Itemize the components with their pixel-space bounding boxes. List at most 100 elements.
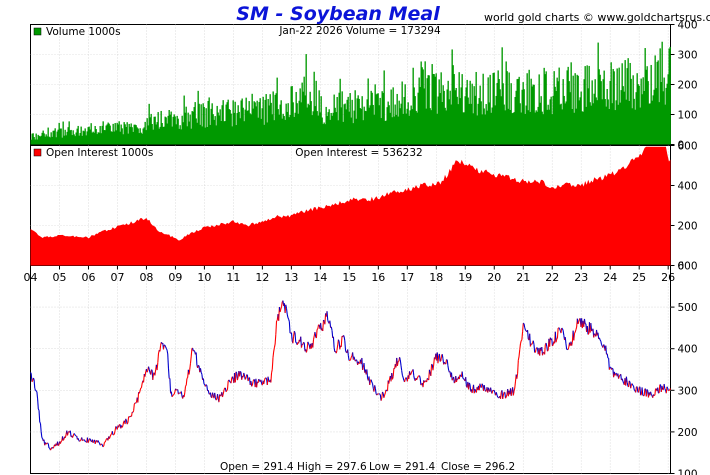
volume-bar — [221, 105, 223, 145]
price-segment — [402, 377, 405, 381]
price-segment — [431, 363, 433, 366]
price-segment — [628, 380, 631, 383]
volume-bar — [318, 90, 320, 145]
open-interest-legend-label: Open Interest 1000s — [46, 147, 153, 159]
volume-bar — [194, 102, 196, 145]
price-segment — [175, 388, 177, 391]
volume-bar — [225, 104, 227, 145]
volume-bar — [435, 73, 437, 145]
volume-bar — [300, 102, 302, 145]
volume-bar — [259, 98, 261, 145]
volume-bar — [629, 62, 631, 145]
price-segment — [184, 386, 187, 393]
volume-bar — [407, 102, 409, 145]
volume-bar — [188, 121, 190, 145]
volume-bar — [587, 88, 589, 145]
volume-bar — [326, 116, 328, 145]
price-segment — [103, 442, 105, 447]
volume-bar — [72, 130, 74, 145]
volume-bar — [381, 91, 383, 145]
volume-bar — [178, 128, 180, 145]
volume-bar — [607, 99, 609, 145]
price-segment — [531, 342, 534, 345]
volume-bar — [574, 73, 576, 145]
price-segment — [574, 331, 576, 334]
volume-bar — [428, 75, 430, 145]
price-segment — [342, 335, 345, 337]
price-segment — [404, 379, 406, 383]
volume-bar — [528, 69, 530, 145]
volume-bar — [399, 108, 401, 145]
volume-bar — [134, 124, 136, 145]
volume-bar — [471, 83, 473, 145]
volume-bar — [369, 105, 371, 145]
price-segment — [71, 435, 74, 438]
price-segment — [306, 341, 309, 350]
price-segment — [133, 402, 136, 405]
volume-bar — [327, 112, 329, 145]
price-segment — [199, 368, 202, 373]
price-segment — [183, 392, 186, 398]
price-segment — [527, 330, 529, 340]
volume-bar — [660, 82, 662, 145]
price-segment — [332, 336, 335, 348]
volume-bar — [420, 61, 422, 145]
volume-bar — [484, 114, 486, 145]
volume-bar — [564, 103, 566, 145]
volume-bar — [248, 101, 250, 145]
price-segment — [185, 378, 188, 386]
price-segment — [236, 376, 239, 381]
volume-bar — [209, 124, 211, 145]
volume-bar — [646, 66, 648, 145]
volume-bar — [53, 130, 55, 145]
price-segment — [465, 377, 467, 386]
volume-bar — [668, 48, 670, 145]
volume-bar — [213, 119, 215, 145]
volume-bar — [423, 88, 425, 145]
volume-bar — [241, 98, 243, 145]
volume-bar — [149, 117, 151, 145]
volume-bar — [61, 137, 63, 145]
volume-bar — [663, 77, 665, 145]
volume-bar — [274, 94, 276, 145]
price-segment — [519, 340, 522, 344]
price-segment — [430, 364, 433, 376]
price-segment — [300, 344, 303, 348]
volume-bar — [80, 126, 82, 145]
y-tick-label: 0 — [678, 261, 685, 273]
volume-bar — [197, 90, 199, 145]
price-segment — [40, 431, 43, 438]
price-segment — [583, 318, 586, 324]
volume-bar — [662, 91, 664, 145]
volume-bar — [617, 104, 619, 145]
volume-bar — [129, 126, 131, 145]
volume-bar — [432, 73, 434, 145]
volume-bar — [192, 111, 194, 145]
price-segment — [148, 369, 151, 373]
volume-bar — [439, 93, 441, 145]
volume-bar — [506, 71, 508, 145]
volume-bar — [389, 112, 391, 145]
price-segment — [666, 386, 669, 389]
price-segment — [165, 346, 167, 349]
volume-bar — [665, 87, 667, 145]
volume-bar — [167, 115, 169, 145]
volume-bar — [121, 128, 123, 145]
price-segment — [606, 353, 609, 359]
price-segment — [626, 382, 629, 386]
price-segment — [411, 370, 413, 372]
volume-bar — [525, 105, 527, 145]
volume-bar — [315, 80, 317, 145]
volume-bar — [110, 131, 112, 145]
price-segment — [167, 368, 170, 379]
price-segment — [148, 366, 150, 370]
volume-bar — [510, 83, 512, 145]
price-segment — [646, 389, 649, 392]
volume-readout: Jan-22 2026 Volume = 173294 — [278, 25, 441, 37]
price-segment — [209, 392, 212, 398]
volume-bar — [288, 117, 290, 145]
volume-bar — [537, 106, 539, 145]
volume-bar — [576, 74, 578, 145]
volume-bar — [521, 89, 523, 145]
price-segment — [30, 372, 32, 374]
